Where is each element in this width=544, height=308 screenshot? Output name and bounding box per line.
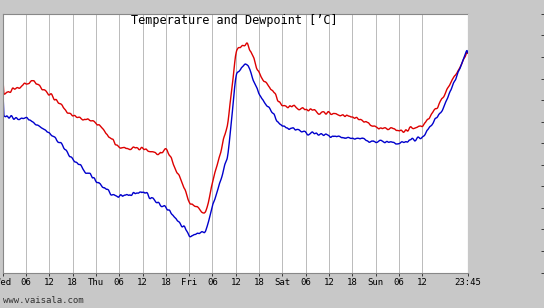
Text: www.vaisala.com: www.vaisala.com	[3, 296, 83, 305]
Text: Temperature and Dewpoint [’C]: Temperature and Dewpoint [’C]	[131, 14, 337, 27]
